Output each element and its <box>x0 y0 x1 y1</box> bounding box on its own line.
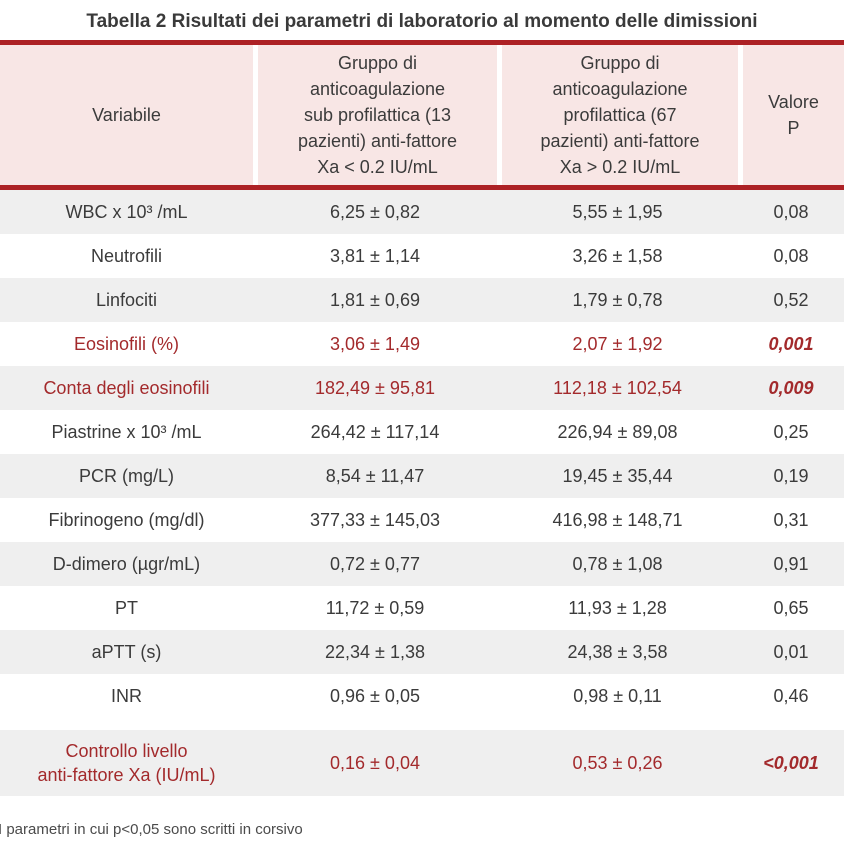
row-variable: D-dimero (µgr/mL) <box>52 554 201 574</box>
table-row: Conta degli eosinofili 182,49 ± 95,81 112,… <box>0 366 844 410</box>
table-row: Eosinofili (%) 3,06 ± 1,49 2,07 ± 1,92 0,00… <box>0 322 844 366</box>
row-p-value: 0,19 <box>773 466 809 486</box>
row-variable: Piastrine x 10³ /mL <box>51 422 202 442</box>
table-row: Controllo livello anti-fattore Xa (IU/mL… <box>0 730 844 796</box>
row-p-value: 0,001 <box>768 334 814 354</box>
row-p-value: <0,001 <box>763 753 819 773</box>
table-row: INR 0,96 ± 0,05 0,98 ± 0,11 0,46 <box>0 674 844 718</box>
row-variable: PCR (mg/L) <box>78 466 174 486</box>
row-variable: Conta degli eosinofili <box>43 378 210 398</box>
row-group2-value: 0,78 ± 1,08 <box>572 554 663 574</box>
row-group1-value: 264,42 ± 117,14 <box>310 422 440 442</box>
row-p-value: 0,65 <box>773 598 809 618</box>
table-row: aPTT (s) 22,34 ± 1,38 24,38 ± 3,58 0,01 <box>0 630 844 674</box>
row-group1-value: 11,72 ± 0,59 <box>325 598 425 618</box>
row-group2-value: 2,07 ± 1,92 <box>572 334 663 354</box>
row-group2-value: 19,45 ± 35,44 <box>562 466 673 486</box>
row-group2-value: 112,18 ± 102,54 <box>553 378 682 398</box>
header-cell-valore-p: Valore P <box>743 45 844 185</box>
table-row: Linfociti 1,81 ± 0,69 1,79 ± 0,78 0,52 <box>0 278 844 322</box>
table-row: Fibrinogeno (mg/dl) 377,33 ± 145,03 416,98… <box>0 498 844 542</box>
row-variable: Fibrinogeno (mg/dl) <box>48 510 205 530</box>
row-group2-value: 3,26 ± 1,58 <box>572 246 663 266</box>
row-p-value: 0,009 <box>768 378 814 398</box>
row-group2-value: 0,53 ± 0,26 <box>572 753 663 773</box>
row-p-value: 0,52 <box>773 290 809 310</box>
row-p-value: 0,91 <box>773 554 809 574</box>
row-group1-value: 3,06 ± 1,49 <box>330 334 420 354</box>
row-p-value: 0,25 <box>773 422 809 442</box>
footnote: I parametri in cui p<0,05 sono scritti i… <box>0 821 303 838</box>
row-group1-value: 1,81 ± 0,69 <box>330 290 420 310</box>
row-variable: WBC x 10³ /mL <box>65 202 188 222</box>
header-cell-group-prophylactic: Gruppo di anticoagulazione profilattica … <box>502 45 738 185</box>
row-group1-value: 8,54 ± 11,47 <box>325 466 425 486</box>
row-group2-value: 1,79 ± 0,78 <box>572 290 663 310</box>
row-p-value: 0,46 <box>773 686 809 706</box>
table-row: PT 11,72 ± 0,59 11,93 ± 1,28 0,65 <box>0 586 844 630</box>
row-group2-value: 5,55 ± 1,95 <box>572 202 663 222</box>
row-variable: Controllo livello anti-fattore Xa (IU/mL… <box>37 741 216 785</box>
lab-results-table: Variabile Gruppo di anticoagulazione sub… <box>0 40 844 796</box>
row-group2-value: 11,93 ± 1,28 <box>568 598 667 618</box>
row-variable: PT <box>114 598 138 618</box>
row-group2-value: 24,38 ± 3,58 <box>567 642 668 662</box>
row-group1-value: 182,49 ± 95,81 <box>315 378 435 398</box>
table-row: Piastrine x 10³ /mL 264,42 ± 117,14 226,94… <box>0 410 844 454</box>
row-group1-value: 0,96 ± 0,05 <box>330 686 420 706</box>
row-group1-value: 3,81 ± 1,14 <box>330 246 420 266</box>
header-cell-variabile: Variabile <box>0 45 253 185</box>
row-p-value: 0,31 <box>773 510 809 530</box>
table-row: D-dimero (µgr/mL) 0,72 ± 0,77 0,78 ± 1,08 0… <box>0 542 844 586</box>
row-p-value: 0,01 <box>773 642 809 662</box>
row-variable: INR <box>111 686 142 706</box>
table-title: Tabella 2 Risultati dei parametri di lab… <box>86 11 758 32</box>
table-row: PCR (mg/L) 8,54 ± 11,47 19,45 ± 35,44 0,19 <box>0 454 844 498</box>
row-variable: aPTT (s) <box>91 642 162 662</box>
row-group1-value: 0,16 ± 0,04 <box>330 753 420 773</box>
row-group1-value: 0,72 ± 0,77 <box>330 554 420 574</box>
row-group2-value: 0,98 ± 0,11 <box>573 686 662 706</box>
row-p-value: 0,08 <box>773 202 809 222</box>
row-group1-value: 377,33 ± 145,03 <box>310 510 440 530</box>
row-group2-value: 416,98 ± 148,71 <box>552 510 683 530</box>
header-cell-group-sub-prophylactic: Gruppo di anticoagulazione sub profilatt… <box>258 45 497 185</box>
row-variable: Neutrofili <box>90 246 163 266</box>
table-row: Neutrofili 3,81 ± 1,14 3,26 ± 1,58 0,08 <box>0 234 844 278</box>
row-group1-value: 22,34 ± 1,38 <box>325 642 425 662</box>
table-body: WBC x 10³ /mL 6,25 ± 0,82 5,55 ± 1,95 0,08 N… <box>0 190 844 796</box>
row-variable: Eosinofili (%) <box>73 334 180 354</box>
table-header: Variabile Gruppo di anticoagulazione sub… <box>0 40 844 190</box>
row-group2-value: 226,94 ± 89,08 <box>557 422 678 442</box>
row-variable: Linfociti <box>95 290 158 310</box>
row-p-value: 0,08 <box>773 246 809 266</box>
table-row: WBC x 10³ /mL 6,25 ± 0,82 5,55 ± 1,95 0,08 <box>0 190 844 234</box>
row-group1-value: 6,25 ± 0,82 <box>330 202 420 222</box>
